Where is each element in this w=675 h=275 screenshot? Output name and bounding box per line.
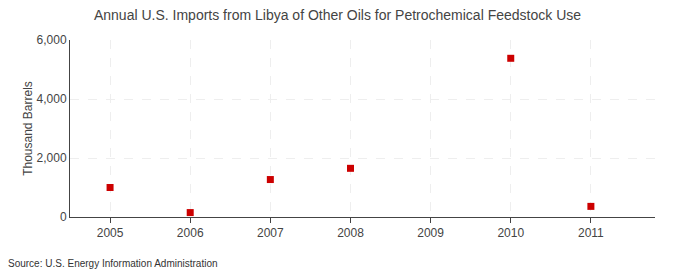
svg-text:2009: 2009 xyxy=(417,226,444,240)
svg-text:2007: 2007 xyxy=(257,226,284,240)
svg-text:2008: 2008 xyxy=(337,226,364,240)
svg-text:2005: 2005 xyxy=(97,226,124,240)
svg-text:2,000: 2,000 xyxy=(37,151,67,165)
svg-text:Source: U.S. Energy Informatio: Source: U.S. Energy Information Administ… xyxy=(8,258,218,269)
svg-text:0: 0 xyxy=(60,210,67,224)
svg-text:Thousand Barrels: Thousand Barrels xyxy=(21,81,35,176)
svg-text:2006: 2006 xyxy=(177,226,204,240)
svg-text:4,000: 4,000 xyxy=(37,92,67,106)
svg-text:2010: 2010 xyxy=(497,226,524,240)
svg-text:6,000: 6,000 xyxy=(37,33,67,47)
svg-text:2011: 2011 xyxy=(578,226,604,240)
svg-text:Annual U.S. Imports from Libya: Annual U.S. Imports from Libya of Other … xyxy=(94,7,581,23)
